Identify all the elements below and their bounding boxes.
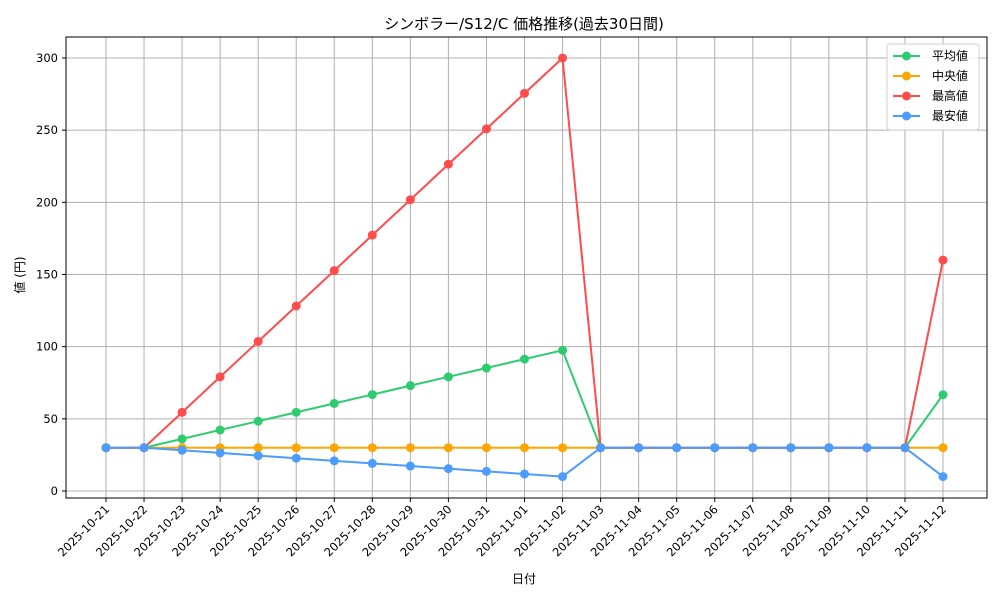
data-point	[367, 443, 377, 453]
y-tick-label: 100	[36, 340, 58, 354]
data-point	[900, 443, 910, 453]
data-point	[367, 230, 377, 240]
data-point	[786, 443, 796, 453]
plot-frame	[65, 36, 988, 499]
x-axis-ticks: 2025-10-212025-10-222025-10-232025-10-24…	[55, 498, 949, 559]
legend-item: 最安値	[893, 108, 968, 123]
data-point	[253, 416, 263, 426]
data-point	[862, 443, 872, 453]
data-point	[481, 124, 491, 134]
data-point	[405, 381, 415, 391]
data-point	[291, 453, 301, 463]
data-series	[101, 53, 948, 482]
data-point	[253, 451, 263, 461]
data-point	[938, 472, 948, 482]
data-point	[558, 345, 568, 355]
legend-label: 最高値	[932, 88, 968, 103]
legend-label: 中央値	[932, 68, 968, 83]
data-point	[367, 458, 377, 468]
data-point	[177, 407, 187, 417]
data-point	[938, 443, 948, 453]
data-point	[291, 301, 301, 311]
data-point	[215, 425, 225, 435]
data-point	[938, 255, 948, 265]
data-point	[520, 354, 529, 364]
data-point	[672, 443, 682, 453]
data-point	[291, 443, 301, 453]
grid-lines	[66, 37, 987, 498]
data-point	[405, 195, 415, 205]
data-point	[253, 443, 263, 453]
data-point	[329, 456, 339, 466]
data-point	[215, 372, 225, 382]
data-point	[443, 159, 453, 169]
data-point	[938, 390, 948, 400]
data-point	[558, 443, 568, 453]
y-tick-label: 250	[36, 123, 58, 137]
data-point	[443, 443, 453, 453]
data-point	[443, 372, 453, 382]
y-axis-label: 値 (円)	[12, 256, 27, 293]
data-point	[139, 443, 149, 453]
y-axis-ticks: 0 50 100 150 200 250 300	[36, 51, 66, 498]
data-point	[520, 469, 529, 479]
data-point	[405, 443, 415, 453]
legend-label: 最安値	[932, 108, 968, 123]
data-point	[634, 443, 644, 453]
x-axis-label: 日付	[512, 572, 536, 586]
legend-item: 中央値	[893, 68, 968, 83]
y-tick-label: 50	[43, 412, 58, 426]
data-point	[481, 363, 491, 373]
data-point	[481, 466, 491, 476]
data-point	[710, 443, 720, 453]
data-point	[558, 53, 568, 63]
data-point	[558, 472, 568, 482]
data-point	[253, 336, 263, 346]
data-point	[481, 443, 491, 453]
y-tick-label: 0	[51, 484, 58, 498]
y-tick-label: 200	[36, 195, 58, 209]
legend-item: 平均値	[893, 48, 968, 63]
legend-item: 最高値	[893, 88, 968, 103]
chart-title: シンボラー/S12/C 価格推移(過去30日間)	[384, 15, 664, 33]
data-point	[101, 443, 111, 453]
data-point	[520, 88, 529, 98]
series-line	[101, 443, 948, 482]
data-point	[520, 443, 529, 453]
data-point	[596, 443, 606, 453]
data-point	[443, 464, 453, 474]
data-point	[177, 434, 187, 444]
data-point	[329, 266, 339, 276]
y-tick-label: 150	[36, 268, 58, 282]
data-point	[329, 443, 339, 453]
data-point	[215, 448, 225, 458]
data-point	[824, 443, 834, 453]
legend-label: 平均値	[932, 48, 968, 63]
data-point	[177, 445, 187, 455]
data-point	[405, 461, 415, 471]
data-point	[367, 390, 377, 400]
data-point	[748, 443, 758, 453]
y-tick-label: 300	[36, 51, 58, 65]
data-point	[291, 407, 301, 417]
data-point	[329, 398, 339, 408]
